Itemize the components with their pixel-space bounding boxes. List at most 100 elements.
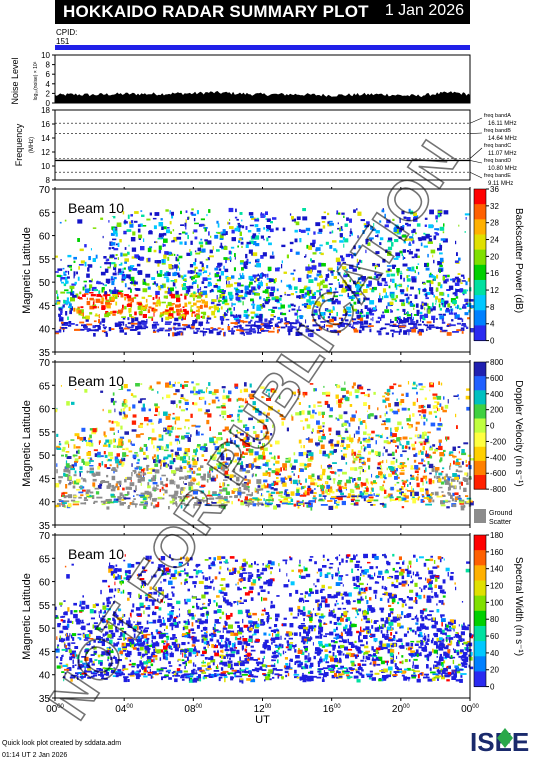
scatter-cell [99, 266, 102, 268]
scatter-cell [219, 482, 221, 487]
scatter-cell [328, 415, 333, 418]
scatter-cell [207, 479, 209, 483]
scatter-cell [383, 440, 389, 444]
scatter-cell [249, 452, 254, 456]
scatter-cell [323, 499, 325, 502]
scatter-cell [369, 309, 372, 314]
scatter-cell [240, 289, 244, 293]
scatter-cell [82, 312, 84, 317]
scatter-cell [142, 288, 148, 293]
scatter-cell [237, 483, 240, 485]
scatter-cell [391, 410, 394, 413]
lat-ytick-label: 45 [39, 301, 51, 312]
scatter-cell [412, 240, 415, 244]
scatter-cell [180, 488, 184, 491]
scatter-cell [322, 225, 326, 229]
scatter-cell [88, 280, 93, 283]
scatter-cell [412, 496, 415, 499]
scatter-cell [89, 465, 94, 467]
scatter-cell [430, 280, 434, 285]
scatter-cell [387, 302, 392, 307]
scatter-cell [416, 309, 420, 315]
scatter-cell [365, 297, 370, 301]
scatter-cell [441, 476, 446, 480]
scatter-cell [321, 299, 326, 302]
scatter-cell [70, 468, 75, 471]
scatter-cell [181, 276, 185, 280]
scatter-cell [214, 273, 219, 277]
scatter-cell [389, 435, 394, 438]
scatter-cell [191, 276, 195, 280]
scatter-cell [383, 480, 386, 484]
scatter-cell [332, 240, 337, 243]
scatter-cell [234, 227, 239, 232]
scatter-cell [302, 391, 308, 396]
scatter-cell [355, 284, 360, 288]
scatter-cell [429, 326, 436, 329]
scatter-cell [338, 414, 343, 419]
scatter-cell [114, 286, 116, 290]
scatter-cell [246, 431, 249, 435]
scatter-cell [191, 213, 197, 216]
scatter-cell [398, 325, 406, 328]
scatter-cell [403, 313, 407, 315]
scatter-cell [61, 306, 64, 309]
scatter-cell [140, 383, 143, 385]
scatter-cell [108, 443, 111, 448]
scatter-cell [134, 211, 139, 214]
scatter-cell [308, 437, 310, 441]
scatter-cell [442, 329, 448, 332]
scatter-cell [261, 272, 263, 276]
scatter-cell [345, 274, 348, 277]
scatter-cell [442, 303, 446, 308]
scatter-cell [375, 230, 380, 234]
scatter-cell [282, 482, 287, 487]
scatter-cell [94, 329, 99, 332]
scatter-cell [64, 219, 67, 222]
scatter-cell [356, 310, 358, 314]
scatter-cell [406, 314, 412, 317]
scatter-cell [116, 445, 119, 448]
scatter-cell [173, 473, 176, 476]
scatter-cell [181, 435, 185, 440]
lat-ytick-label: 50 [39, 278, 51, 289]
scatter-cell [303, 502, 305, 507]
scatter-cell [330, 443, 334, 447]
scatter-cell [93, 289, 98, 291]
scatter-cell [126, 389, 131, 392]
scatter-cell [379, 415, 382, 419]
scatter-cell [399, 299, 405, 302]
scatter-cell [179, 476, 181, 480]
scatter-cell [112, 310, 117, 314]
scatter-cell [128, 277, 133, 280]
scatter-cell [160, 481, 164, 485]
scatter-cell [396, 481, 400, 484]
scatter-cell [375, 251, 380, 254]
scatter-cell [216, 285, 221, 290]
scatter-cell [117, 295, 119, 298]
scatter-cell [235, 208, 237, 213]
scatter-cell [394, 317, 397, 321]
colorbar-segment [474, 264, 486, 281]
scatter-cell [234, 490, 236, 493]
scatter-cell [178, 467, 183, 472]
scatter-cell [211, 288, 214, 292]
scatter-cell [426, 418, 428, 422]
scatter-cell [220, 293, 225, 298]
scatter-cell [417, 237, 422, 240]
scatter-cell [330, 330, 333, 332]
scatter-cell [197, 247, 201, 252]
scatter-cell [95, 325, 100, 327]
scatter-cell [400, 443, 402, 446]
scatter-cell [386, 388, 391, 393]
scatter-cell [379, 461, 383, 464]
scatter-cell [160, 461, 162, 464]
scatter-cell [395, 445, 398, 447]
colorbar-tick-label: 12 [490, 286, 499, 295]
scatter-cell [195, 272, 199, 275]
scatter-cell [326, 493, 331, 496]
noise-ytick-label: 4 [46, 80, 51, 89]
scatter-cell [281, 260, 283, 264]
freq-band-mhz: 9.11 MHz [488, 181, 513, 187]
scatter-cell [439, 243, 441, 246]
